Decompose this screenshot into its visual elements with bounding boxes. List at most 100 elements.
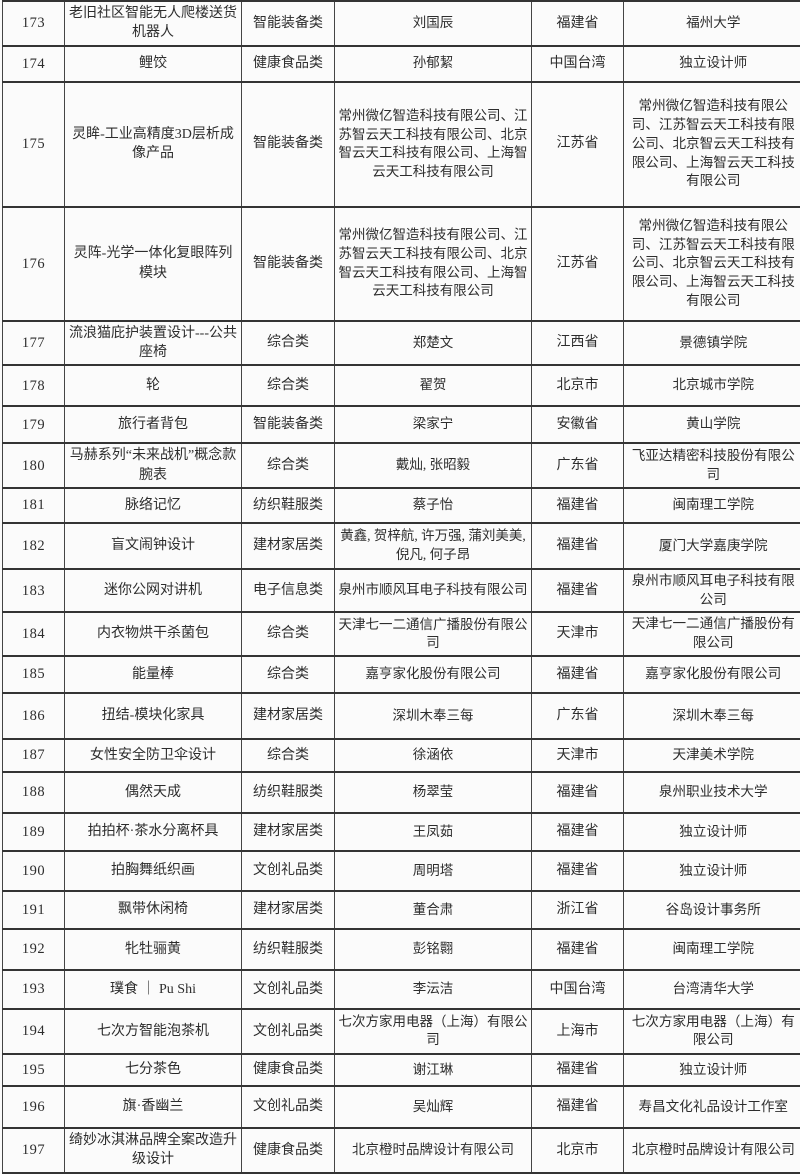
cell-category: 文创礼品类 <box>242 1009 335 1054</box>
cell-designer: 梁家宁 <box>335 406 532 443</box>
cell-row-number: 191 <box>3 891 65 929</box>
cell-category: 综合类 <box>242 443 335 488</box>
cell-row-number: 187 <box>3 739 65 772</box>
cell-designer: 蔡子怡 <box>335 488 532 523</box>
cell-product-name: 七次方智能泡茶机 <box>65 1009 242 1054</box>
cell-designer: 戴灿, 张昭毅 <box>335 443 532 488</box>
cell-row-number: 189 <box>3 813 65 851</box>
cell-row-number: 185 <box>3 656 65 693</box>
cell-row-number: 197 <box>3 1128 65 1173</box>
cell-row-number: 192 <box>3 929 65 970</box>
cell-category: 纺织鞋服类 <box>242 929 335 970</box>
cell-designer: 常州微亿智造科技有限公司、江苏智云天工科技有限公司、北京智云天工科技有限公司、上… <box>335 207 532 321</box>
cell-designer: 黄鑫, 贺梓航, 许万强, 蒲刘美美, 倪凡, 何子昂 <box>335 523 532 569</box>
cell-row-number: 184 <box>3 612 65 656</box>
cell-row-number: 182 <box>3 523 65 569</box>
cell-category: 建材家居类 <box>242 523 335 569</box>
cell-category: 电子信息类 <box>242 569 335 613</box>
cell-organization: 飞亚达精密科技股份有限公司 <box>624 443 800 488</box>
cell-product-name: 轮 <box>65 365 242 406</box>
cell-product-name: 璞食 ｜ Pu Shi <box>65 970 242 1009</box>
cell-province: 北京市 <box>532 1128 624 1173</box>
cell-category: 文创礼品类 <box>242 851 335 891</box>
cell-designer: 谢江琳 <box>335 1054 532 1086</box>
cell-organization: 闽南理工学院 <box>624 929 800 970</box>
cell-province: 福建省 <box>532 523 624 569</box>
cell-province: 福建省 <box>532 1086 624 1128</box>
cell-row-number: 190 <box>3 851 65 891</box>
cell-row-number: 175 <box>3 82 65 207</box>
cell-product-name: 拍拍杯·茶水分离杯具 <box>65 813 242 851</box>
cell-product-name: 能量棒 <box>65 656 242 693</box>
cell-product-name: 女性安全防卫伞设计 <box>65 739 242 772</box>
cell-product-name: 盲文闹钟设计 <box>65 523 242 569</box>
cell-product-name: 内衣物烘干杀菌包 <box>65 612 242 656</box>
cell-product-name: 牝牡骊黄 <box>65 929 242 970</box>
cell-organization: 泉州职业技术大学 <box>624 772 800 813</box>
cell-province: 浙江省 <box>532 891 624 929</box>
cell-organization: 寿昌文化礼品设计工作室 <box>624 1086 800 1128</box>
cell-product-name: 灵眸-工业高精度3D层析成像产品 <box>65 82 242 207</box>
cell-province: 江苏省 <box>532 82 624 207</box>
cell-province: 福建省 <box>532 1 624 46</box>
cell-province: 广东省 <box>532 443 624 488</box>
cell-organization: 嘉亨家化股份有限公司 <box>624 656 800 693</box>
cell-category: 综合类 <box>242 612 335 656</box>
cell-product-name: 旗·香幽兰 <box>65 1086 242 1128</box>
cell-designer: 七次方家用电器（上海）有限公司 <box>335 1009 532 1054</box>
cell-designer: 董合肃 <box>335 891 532 929</box>
cell-category: 智能装备类 <box>242 207 335 321</box>
cell-province: 福建省 <box>532 772 624 813</box>
cell-organization: 独立设计师 <box>624 46 800 82</box>
cell-category: 综合类 <box>242 656 335 693</box>
cell-designer: 嘉亨家化股份有限公司 <box>335 656 532 693</box>
cell-product-name: 七分茶色 <box>65 1054 242 1086</box>
cell-organization: 独立设计师 <box>624 1054 800 1086</box>
cell-organization: 七次方家用电器（上海）有限公司 <box>624 1009 800 1054</box>
cell-product-name: 拍胸舞纸织画 <box>65 851 242 891</box>
cell-product-name: 飘带休闲椅 <box>65 891 242 929</box>
cell-designer: 深圳木奉三每 <box>335 693 532 739</box>
cell-designer: 北京橙时品牌设计有限公司 <box>335 1128 532 1173</box>
cell-province: 中国台湾 <box>532 970 624 1009</box>
cell-designer: 王凤茹 <box>335 813 532 851</box>
cell-province: 福建省 <box>532 813 624 851</box>
cell-category: 智能装备类 <box>242 406 335 443</box>
cell-organization: 独立设计师 <box>624 813 800 851</box>
cell-row-number: 183 <box>3 569 65 613</box>
cell-province: 福建省 <box>532 1054 624 1086</box>
cell-province: 广东省 <box>532 693 624 739</box>
cell-designer: 刘国辰 <box>335 1 532 46</box>
cell-province: 福建省 <box>532 488 624 523</box>
cell-row-number: 180 <box>3 443 65 488</box>
cell-row-number: 178 <box>3 365 65 406</box>
cell-province: 福建省 <box>532 569 624 613</box>
cell-designer: 孙郁絜 <box>335 46 532 82</box>
cell-province: 福建省 <box>532 656 624 693</box>
cell-row-number: 193 <box>3 970 65 1009</box>
cell-organization: 常州微亿智造科技有限公司、江苏智云天工科技有限公司、北京智云天工科技有限公司、上… <box>624 207 800 321</box>
cell-province: 天津市 <box>532 612 624 656</box>
cell-product-name: 鲤饺 <box>65 46 242 82</box>
cell-row-number: 173 <box>3 1 65 46</box>
cell-category: 健康食品类 <box>242 46 335 82</box>
cell-row-number: 179 <box>3 406 65 443</box>
